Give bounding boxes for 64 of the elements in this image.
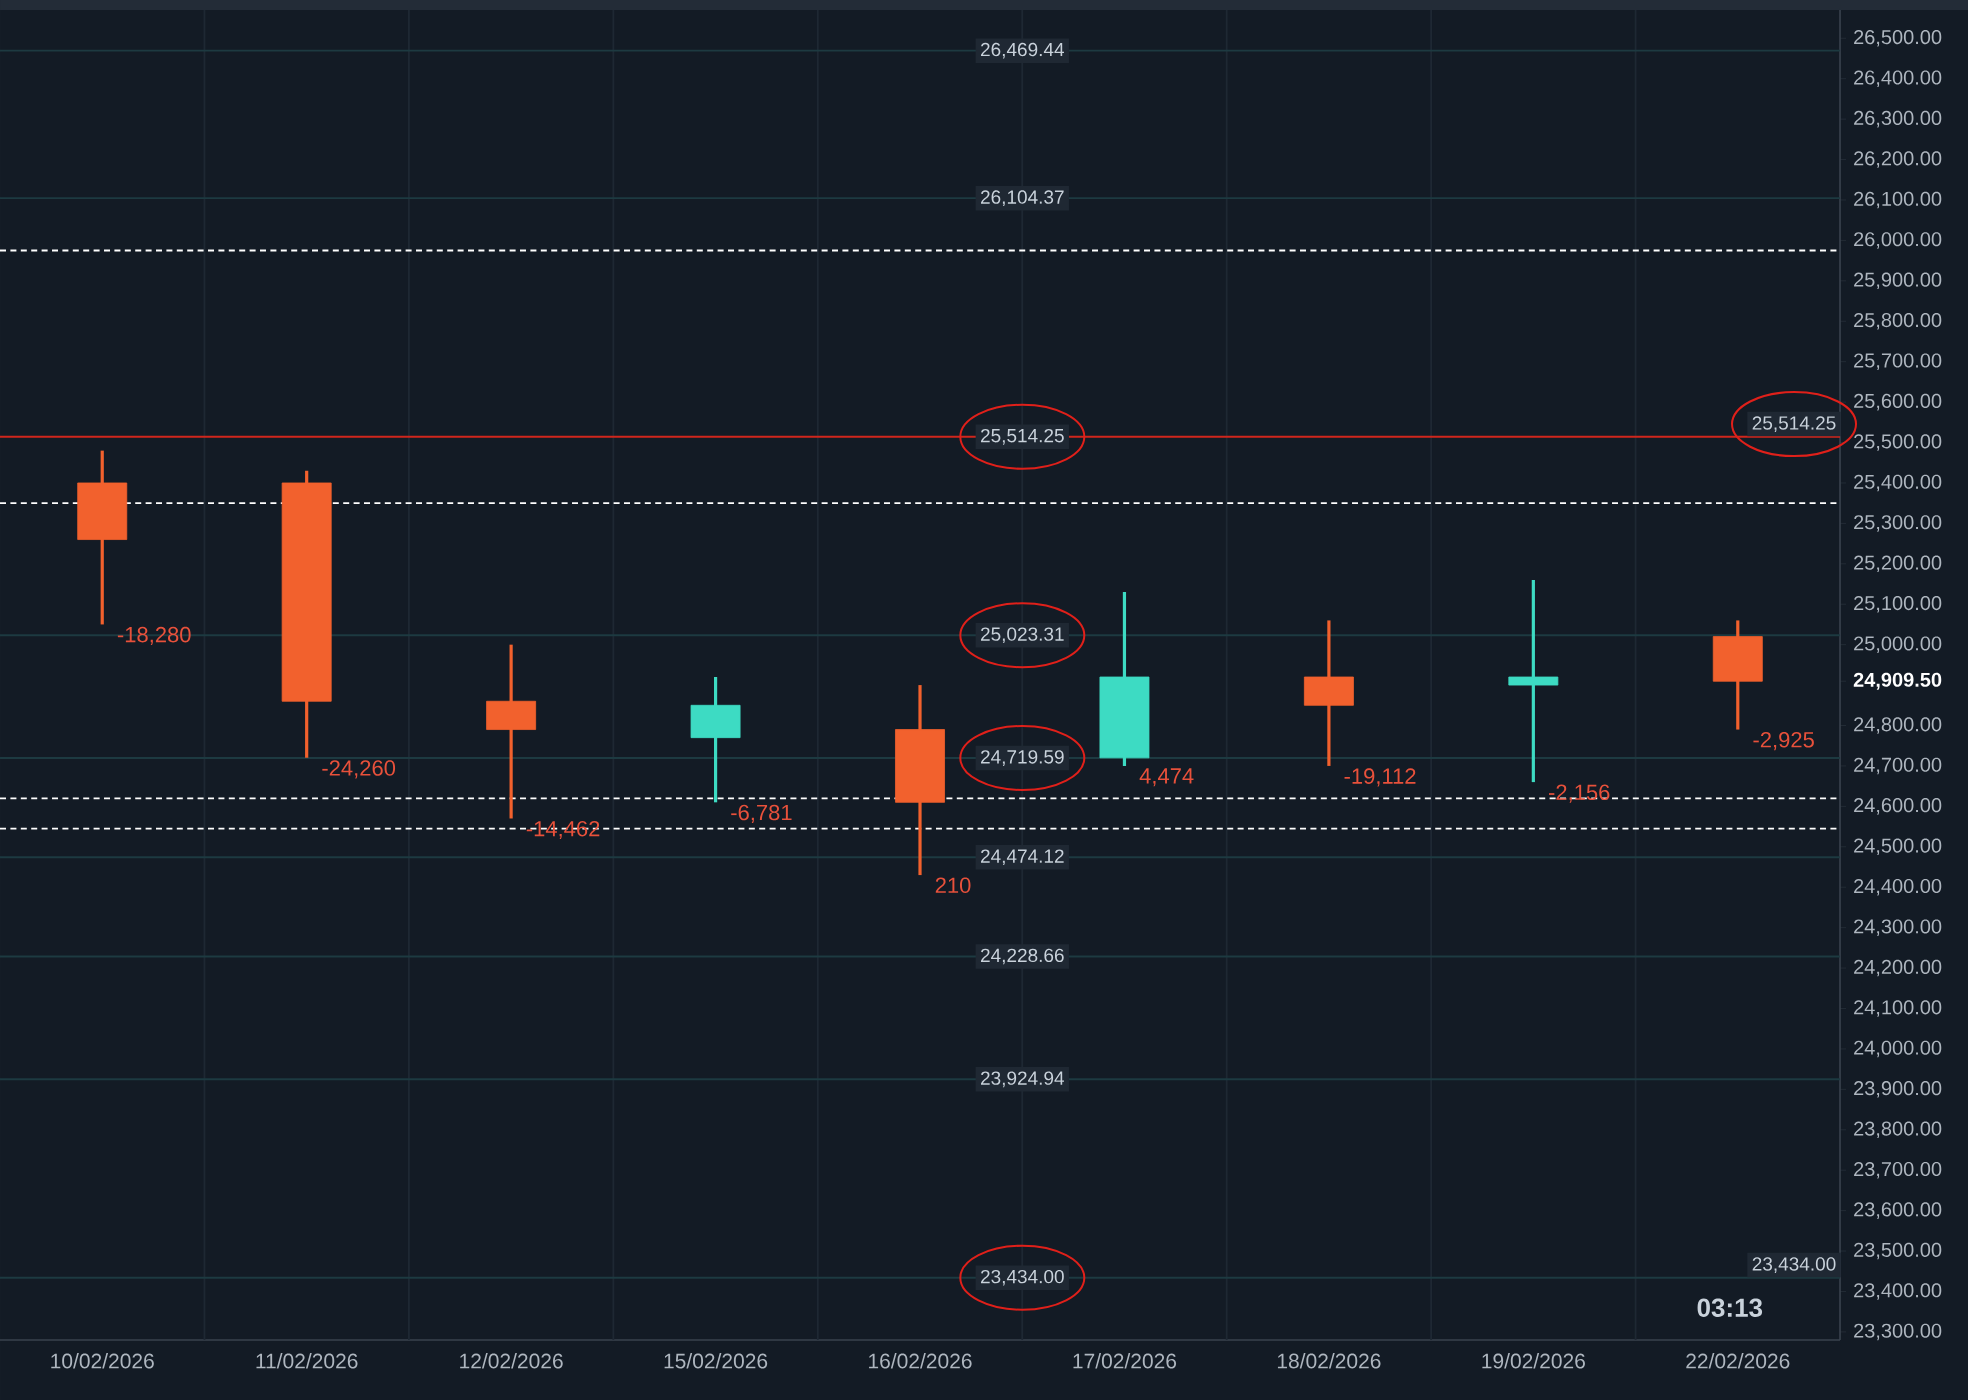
annotation: -18,280 [117, 626, 191, 646]
ref-line-label: 25,514.25 [980, 428, 1064, 445]
x-tick-label: 17/02/2026 [1073, 1353, 1177, 1369]
y-tick-label: 24,000.00 [1854, 1040, 1942, 1058]
y-tick-label: 24,800.00 [1854, 717, 1942, 734]
y-tick-label: 25,400.00 [1854, 474, 1942, 492]
candlestick [1508, 579, 1559, 784]
y-tick-label: 26,300.00 [1854, 110, 1942, 128]
y-tick-label: 25,000.00 [1854, 636, 1942, 653]
y-tick-label: 26,400.00 [1854, 70, 1942, 87]
annotation: 25,514.25 [1752, 416, 1836, 432]
ref-line-label: 24,719.59 [980, 750, 1064, 766]
ref-line-label: 24,228.66 [980, 948, 1064, 965]
y-tick-label: 23,400.00 [1854, 1283, 1942, 1300]
y-tick-label: 25,200.00 [1854, 555, 1942, 573]
x-tick-label: 12/02/2026 [460, 1353, 563, 1369]
y-tick-label: 24,909.50 [1853, 672, 1942, 690]
ref-line-label: 26,104.37 [980, 190, 1064, 207]
y-tick-label: 25,300.00 [1854, 515, 1942, 532]
y-tick-label: 24,600.00 [1854, 798, 1942, 815]
y-tick-label: 24,400.00 [1854, 878, 1942, 896]
y-tick-label: 26,100.00 [1854, 191, 1942, 209]
annotation: -6,781 [731, 804, 792, 823]
annotation: 210 [935, 877, 971, 894]
y-tick-label: 26,200.00 [1854, 151, 1942, 168]
y-tick-label: 24,500.00 [1854, 838, 1942, 856]
x-tick-label: 15/02/2026 [664, 1353, 768, 1369]
ref-line-label: 23,434.00 [980, 1269, 1064, 1286]
annotation: 4,474 [1139, 768, 1194, 787]
annotation: 03:13 [1697, 1298, 1763, 1317]
y-tick-label: 24,200.00 [1854, 959, 1942, 977]
y-tick-label: 23,500.00 [1854, 1242, 1942, 1260]
annotation: -14,462 [526, 820, 600, 840]
y-tick-label: 24,300.00 [1854, 919, 1942, 936]
x-tick-label: 10/02/2026 [51, 1353, 154, 1369]
x-tick-label: 19/02/2026 [1482, 1353, 1585, 1369]
y-tick-label: 25,900.00 [1854, 272, 1942, 290]
y-tick-label: 26,000.00 [1854, 232, 1942, 249]
y-tick-label: 25,800.00 [1854, 313, 1942, 330]
x-tick-label: 11/02/2026 [256, 1353, 358, 1369]
y-tick-label: 25,500.00 [1854, 434, 1942, 451]
y-tick-label: 23,900.00 [1854, 1081, 1942, 1098]
y-tick-label: 24,700.00 [1854, 757, 1942, 775]
annotation: 23,434.00 [1752, 1257, 1836, 1273]
annotation: -2,925 [1753, 731, 1814, 751]
y-tick-label: 26,500.00 [1854, 30, 1942, 47]
y-tick-label: 23,700.00 [1854, 1161, 1942, 1179]
x-tick-label: 16/02/2026 [869, 1353, 972, 1369]
y-tick-label: 24,100.00 [1854, 1000, 1942, 1017]
y-tick-label: 23,600.00 [1854, 1202, 1942, 1219]
ref-line-label: 25,023.31 [980, 627, 1064, 644]
ref-line-label: 24,474.12 [980, 849, 1064, 866]
ref-line-label: 23,924.94 [980, 1071, 1064, 1088]
y-tick-label: 23,800.00 [1854, 1121, 1942, 1139]
ref-line-label: 26,469.44 [980, 42, 1064, 59]
y-tick-label: 25,700.00 [1854, 353, 1942, 370]
annotation: -24,260 [322, 760, 396, 779]
annotation: -19,112 [1344, 768, 1416, 787]
y-tick-label: 25,100.00 [1854, 595, 1942, 613]
y-tick-label: 25,600.00 [1854, 393, 1942, 411]
y-tick-label: 23,300.00 [1854, 1323, 1942, 1341]
annotation: -2,156 [1548, 784, 1610, 803]
x-tick-label: 22/02/2026 [1686, 1353, 1790, 1369]
x-tick-label: 18/02/2026 [1277, 1353, 1381, 1369]
